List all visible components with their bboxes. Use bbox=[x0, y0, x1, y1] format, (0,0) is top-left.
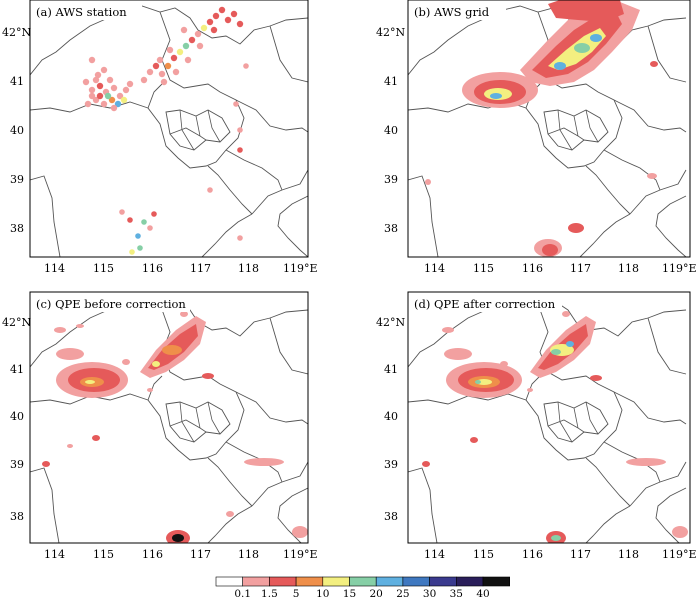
lon-tick: 117 bbox=[570, 548, 591, 561]
lat-tick: 41 bbox=[10, 363, 24, 376]
panel-a-title: (a) AWS station bbox=[36, 5, 127, 19]
colorbar-swatch bbox=[295, 576, 324, 587]
lon-tick: 116 bbox=[522, 262, 543, 275]
panel-a-frame bbox=[29, 0, 309, 258]
lat-tick: 41 bbox=[384, 363, 398, 376]
station-dots bbox=[82, 6, 249, 255]
lon-tick: 114 bbox=[44, 262, 65, 275]
colorbar-swatch bbox=[375, 576, 404, 587]
lat-tick: 40 bbox=[10, 410, 24, 423]
lat-tick: 41 bbox=[384, 75, 398, 88]
lat-tick: 40 bbox=[10, 124, 24, 137]
lon-tick: 114 bbox=[424, 548, 445, 561]
panel-c-title: (c) QPE before correction bbox=[36, 297, 186, 311]
colorbar-tick-label: 25 bbox=[396, 588, 409, 599]
colorbar-tick-label: 0.1 bbox=[234, 588, 251, 599]
colorbar-swatch bbox=[349, 576, 377, 587]
panel-a bbox=[30, 5, 308, 257]
lon-tick: 118 bbox=[238, 262, 259, 275]
qpe-after bbox=[422, 311, 688, 543]
lon-tick: 114 bbox=[44, 548, 65, 561]
colorbar-swatch bbox=[215, 576, 244, 587]
lon-tick: 118 bbox=[618, 262, 639, 275]
panel-d-frame bbox=[407, 291, 691, 544]
lat-tick: 39 bbox=[10, 458, 24, 471]
panel-d-title: (d) QPE after correction bbox=[414, 297, 556, 311]
lat-tick: 40 bbox=[384, 410, 398, 423]
colorbar-tick-label: 35 bbox=[450, 588, 463, 599]
panel-b-frame bbox=[407, 0, 691, 258]
lon-tick: 115 bbox=[93, 548, 114, 561]
lat-tick: 38 bbox=[10, 222, 24, 235]
lon-tick: 119°E bbox=[662, 262, 697, 275]
colorbar-tick-label: 5 bbox=[293, 588, 300, 599]
qpe-before bbox=[42, 311, 308, 543]
lon-tick: 117 bbox=[190, 548, 211, 561]
colorbar-tick-label: 1.5 bbox=[261, 588, 278, 599]
colorbar: 0.1 1.5 5 10 15 20 25 30 35 40 bbox=[215, 576, 511, 599]
lon-tick: 116 bbox=[142, 262, 163, 275]
lat-tick: 42°N bbox=[2, 26, 31, 39]
lat-tick: 38 bbox=[384, 510, 398, 523]
lat-tick: 39 bbox=[384, 458, 398, 471]
lon-tick: 114 bbox=[424, 262, 445, 275]
panel-c-frame bbox=[29, 291, 309, 544]
lon-tick: 115 bbox=[93, 262, 114, 275]
lon-tick: 115 bbox=[473, 262, 494, 275]
colorbar-swatch bbox=[242, 576, 270, 587]
colorbar-tick-label: 20 bbox=[370, 588, 383, 599]
colorbar-swatch bbox=[455, 576, 484, 587]
colorbar-swatch bbox=[429, 576, 457, 587]
lat-tick: 42°N bbox=[376, 316, 405, 329]
lon-tick: 116 bbox=[522, 548, 543, 561]
lat-tick: 39 bbox=[10, 173, 24, 186]
lon-tick: 119°E bbox=[662, 548, 697, 561]
lon-tick: 117 bbox=[190, 262, 211, 275]
axis-ticks: 42°N 41 40 39 38 42°N 41 40 39 38 42°N 4… bbox=[2, 26, 697, 561]
colorbar-tick-label: 40 bbox=[476, 588, 489, 599]
lon-tick: 118 bbox=[238, 548, 259, 561]
lon-tick: 119°E bbox=[283, 548, 318, 561]
panel-d bbox=[408, 297, 688, 543]
lat-tick: 38 bbox=[384, 222, 398, 235]
colorbar-swatch bbox=[402, 576, 430, 587]
colorbar-tick-label: 10 bbox=[316, 588, 329, 599]
lon-tick: 119°E bbox=[283, 262, 318, 275]
colorbar-swatch bbox=[269, 576, 297, 587]
panel-c bbox=[30, 297, 308, 543]
colorbar-tick-label: 15 bbox=[343, 588, 356, 599]
colorbar-swatch bbox=[322, 576, 350, 587]
gridded-rainfall bbox=[425, 0, 658, 257]
lat-tick: 41 bbox=[10, 75, 24, 88]
panel-b bbox=[408, 0, 687, 257]
lon-tick: 115 bbox=[473, 548, 494, 561]
lon-tick: 116 bbox=[142, 548, 163, 561]
lat-tick: 38 bbox=[10, 510, 24, 523]
lat-tick: 42°N bbox=[376, 26, 405, 39]
colorbar-swatch bbox=[482, 576, 511, 587]
panel-b-title: (b) AWS grid bbox=[414, 5, 490, 19]
lat-tick: 42°N bbox=[2, 316, 31, 329]
lon-tick: 118 bbox=[618, 548, 639, 561]
lon-tick: 117 bbox=[570, 262, 591, 275]
lat-tick: 40 bbox=[384, 124, 398, 137]
colorbar-tick-label: 30 bbox=[423, 588, 436, 599]
lat-tick: 39 bbox=[384, 173, 398, 186]
